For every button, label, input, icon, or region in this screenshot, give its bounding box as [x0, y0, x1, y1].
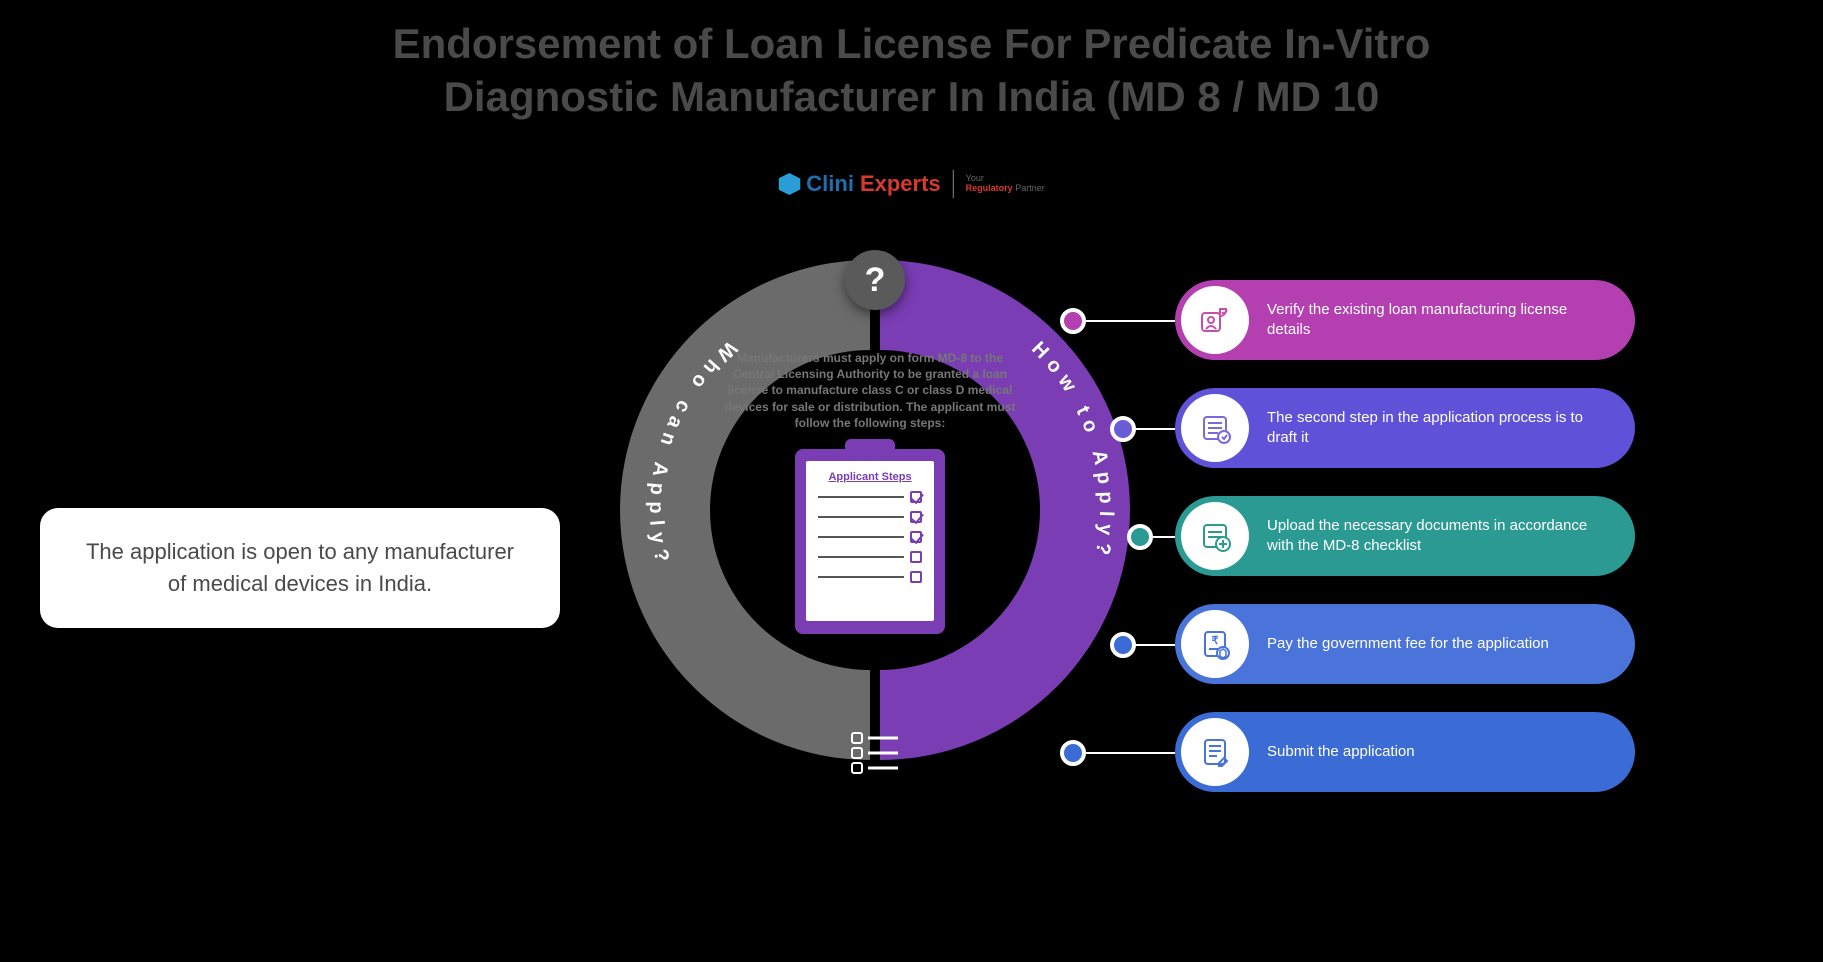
clipboard-title: Applicant Steps: [818, 471, 922, 483]
connector-line: [1136, 428, 1175, 430]
clipboard-row: [818, 571, 922, 583]
connector-line: [1136, 644, 1175, 646]
connector-line: [1086, 320, 1175, 322]
logo-tag-2: Regulatory: [966, 183, 1013, 193]
logo-tag-1: Your: [966, 173, 984, 183]
step-icon: [1181, 502, 1249, 570]
clipboard-icon: Applicant Steps: [795, 449, 945, 634]
clipboard-paper: Applicant Steps: [806, 461, 934, 621]
clipboard-row: [818, 551, 922, 563]
step-pill: ₹ Pay the government fee for the applicat…: [1175, 604, 1635, 684]
who-can-apply-callout: The application is open to any manufactu…: [40, 508, 560, 628]
step-1: Verify the existing loan manufacturing l…: [1175, 280, 1635, 360]
connector-dot: [1110, 416, 1136, 442]
step-icon: [1181, 718, 1249, 786]
question-mark-icon: ?: [845, 250, 905, 310]
step-text: Submit the application: [1255, 742, 1415, 762]
clipboard-row: [818, 491, 922, 503]
logo-clini-text: Clini: [806, 171, 854, 197]
shield-icon: [778, 173, 800, 195]
logo-tagline: Your Regulatory Partner: [966, 174, 1045, 194]
step-text: Upload the necessary documents in accord…: [1255, 516, 1605, 557]
step-text: Pay the government fee for the applicati…: [1255, 634, 1549, 654]
step-3: Upload the necessary documents in accord…: [1175, 496, 1635, 576]
step-icon: [1181, 286, 1249, 354]
how-to-apply-steps: Verify the existing loan manufacturing l…: [1175, 280, 1635, 792]
connector-dot: [1060, 308, 1086, 334]
connector-line: [1086, 752, 1175, 754]
step-icon: ₹: [1181, 610, 1249, 678]
step-2: The second step in the application proce…: [1175, 388, 1635, 468]
clipboard-row: [818, 531, 922, 543]
connector-line: [1153, 536, 1175, 538]
step-pill: The second step in the application proce…: [1175, 388, 1635, 468]
step-4: ₹ Pay the government fee for the applicat…: [1175, 604, 1635, 684]
step-pill: Upload the necessary documents in accord…: [1175, 496, 1635, 576]
logo: CliniExperts Your Regulatory Partner: [778, 170, 1044, 198]
checklist-icon: [850, 729, 904, 782]
connector-dot: [1110, 632, 1136, 658]
logo-tag-3: Partner: [1015, 183, 1045, 193]
center-content: Manufacturers must apply on form MD-8 to…: [710, 350, 1030, 670]
step-text: Verify the existing loan manufacturing l…: [1255, 300, 1605, 341]
clipboard-row: [818, 511, 922, 523]
step-pill: Verify the existing loan manufacturing l…: [1175, 280, 1635, 360]
connector-dot: [1127, 524, 1153, 550]
circular-diagram: Who can Apply? How to Apply? ? Manufactu…: [580, 220, 1160, 800]
step-text: The second step in the application proce…: [1255, 408, 1605, 449]
page-title: Endorsement of Loan License For Predicat…: [312, 18, 1512, 123]
step-5: Submit the application: [1175, 712, 1635, 792]
step-icon: [1181, 394, 1249, 462]
svg-text:₹: ₹: [1212, 635, 1219, 647]
center-instruction-text: Manufacturers must apply on form MD-8 to…: [710, 350, 1030, 431]
logo-experts-text: Experts: [860, 171, 941, 197]
logo-separator: [953, 170, 954, 198]
step-pill: Submit the application: [1175, 712, 1635, 792]
connector-dot: [1060, 740, 1086, 766]
